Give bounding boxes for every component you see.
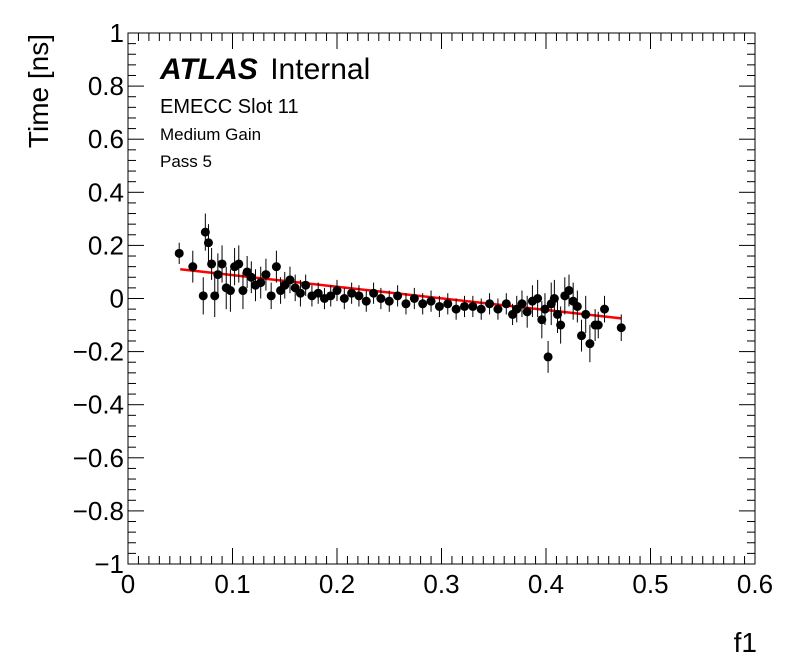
data-point <box>217 259 227 269</box>
data-point <box>225 286 235 296</box>
y-tick-label: −0.6 <box>73 443 124 473</box>
data-point <box>572 301 582 311</box>
y-tick-label: 0.8 <box>88 71 124 101</box>
data-point <box>543 352 553 362</box>
data-point <box>434 301 444 311</box>
data-point <box>198 291 208 301</box>
data-points <box>174 213 626 373</box>
data-point <box>339 294 349 303</box>
experiment-label: ATLAS <box>159 53 258 86</box>
x-tick-label: 0.3 <box>423 569 459 599</box>
data-point <box>485 299 495 309</box>
data-point <box>564 286 574 296</box>
data-point <box>256 278 266 288</box>
y-axis-title: Time [ns] <box>23 34 54 148</box>
x-tick-label: 0 <box>121 569 135 599</box>
axis-ticks <box>127 32 756 565</box>
data-point <box>577 331 587 341</box>
data-point <box>246 272 256 282</box>
data-point <box>271 262 281 272</box>
x-axis-title: f1 <box>734 627 757 658</box>
y-tick-label: −1 <box>94 549 124 579</box>
tick-labels: 0 0.1 0.2 0.3 0.4 0.5 0.6 −1 −0.8 −0.6 −0.4 −0.2 0 0.… <box>73 18 773 599</box>
x-tick-label: 0.4 <box>528 569 564 599</box>
data-point <box>393 291 403 301</box>
data-point <box>347 288 357 298</box>
data-point <box>313 288 323 298</box>
data-point <box>501 299 511 309</box>
data-point <box>361 296 371 306</box>
x-tick-label: 0.1 <box>214 569 250 599</box>
data-point <box>285 275 295 285</box>
data-point <box>493 304 503 314</box>
data-point <box>556 320 566 330</box>
data-point <box>326 291 336 301</box>
data-point <box>426 296 436 306</box>
atlas-label: ATLAS Internal <box>159 53 370 86</box>
data-point <box>581 309 591 319</box>
y-tick-label: −0.2 <box>73 337 124 367</box>
data-point <box>616 323 626 333</box>
data-point <box>517 299 527 309</box>
x-tick-label: 0.5 <box>632 569 668 599</box>
data-point <box>443 299 453 309</box>
annotation-gain: Medium Gain <box>160 125 261 144</box>
data-point <box>200 227 210 237</box>
data-point <box>210 291 220 301</box>
annotation-pass: Pass 5 <box>160 152 212 171</box>
data-point <box>266 291 276 301</box>
data-point <box>409 294 419 303</box>
y-tick-label: −0.4 <box>73 390 124 420</box>
data-point <box>401 299 411 309</box>
data-point <box>301 280 311 290</box>
data-point <box>552 309 562 319</box>
data-point <box>585 339 595 349</box>
status-label: Internal <box>270 53 370 86</box>
data-point <box>295 288 305 298</box>
data-point <box>549 294 559 303</box>
annotation-slot: EMECC Slot 11 <box>160 96 299 118</box>
data-point <box>600 304 610 314</box>
data-point <box>593 320 603 330</box>
data-point <box>522 307 532 317</box>
data-point <box>188 262 198 272</box>
data-point <box>537 315 547 325</box>
data-point <box>332 286 342 296</box>
data-point <box>213 270 223 280</box>
data-point <box>174 248 184 258</box>
y-tick-label: 0 <box>110 284 124 314</box>
y-tick-label: 0.6 <box>88 124 124 154</box>
x-tick-label: 0.6 <box>737 569 773 599</box>
y-tick-label: 0.2 <box>88 230 124 260</box>
y-tick-label: 0.4 <box>88 177 124 207</box>
data-point <box>533 294 543 303</box>
data-point <box>459 301 469 311</box>
x-tick-label: 0.2 <box>319 569 355 599</box>
data-point <box>234 259 244 269</box>
data-point <box>384 296 394 306</box>
y-tick-label: −0.8 <box>73 496 124 526</box>
data-point <box>418 299 428 309</box>
data-point <box>468 301 478 311</box>
data-point <box>207 259 217 269</box>
y-tick-label: 1 <box>110 18 124 48</box>
data-point <box>369 288 379 298</box>
data-point <box>451 304 461 314</box>
data-point <box>476 304 486 314</box>
data-point <box>540 304 550 314</box>
data-point <box>261 270 271 280</box>
data-point <box>238 286 248 296</box>
data-point <box>203 238 213 248</box>
data-point <box>376 294 386 303</box>
data-point <box>354 291 364 301</box>
